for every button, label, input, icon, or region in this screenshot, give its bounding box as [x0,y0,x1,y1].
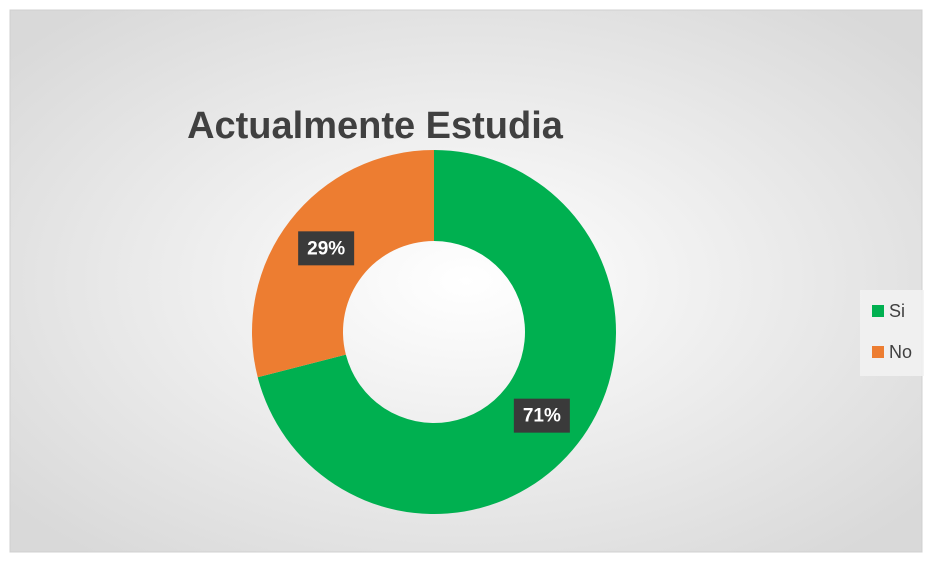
legend-label: No [889,342,912,362]
data-label: 71% [523,406,561,427]
data-label: 29% [307,238,345,259]
data-label-box [298,231,355,266]
legend-swatch [872,305,884,317]
chart-title: Actualmente Estudia [187,105,564,147]
legend-box [860,290,924,376]
legend-label: Si [889,301,905,321]
legend-swatch [872,346,884,358]
data-label-box [513,398,570,433]
